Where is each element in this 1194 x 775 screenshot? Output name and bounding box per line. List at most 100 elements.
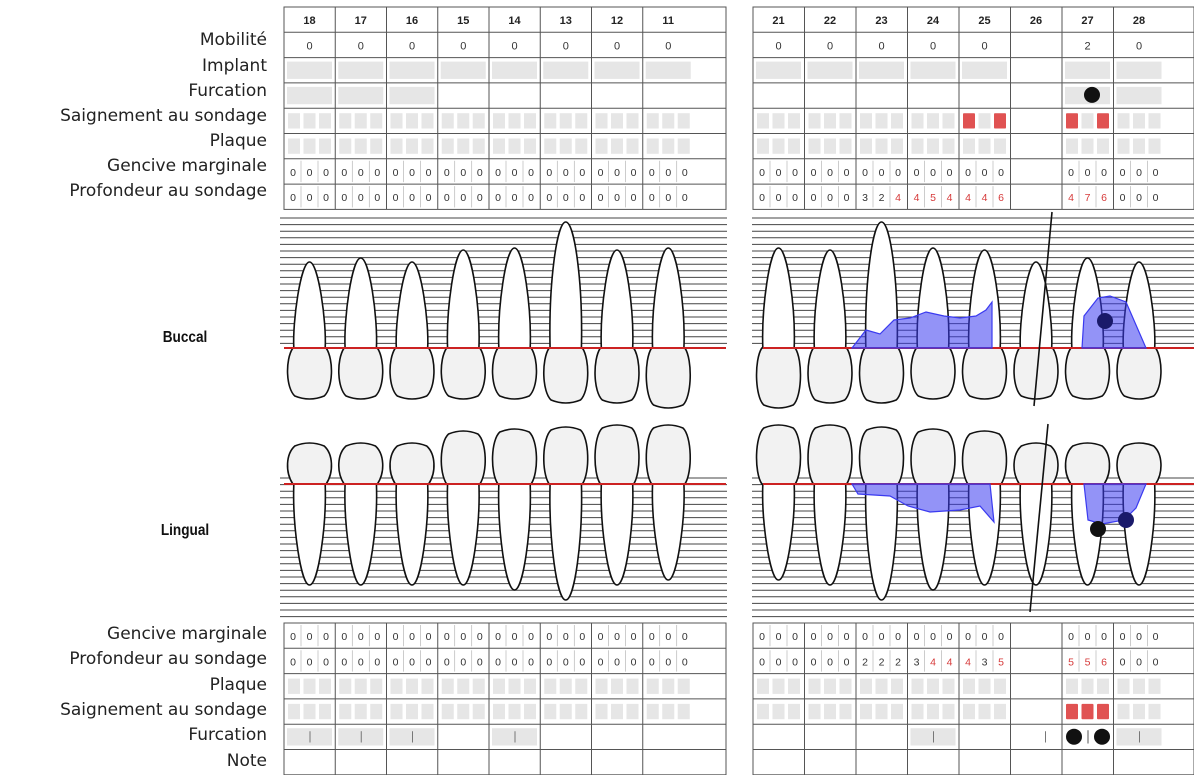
mobility-value: 0 (930, 40, 936, 52)
mobility-value: 0 (358, 40, 364, 52)
lower-tooth-18 (286, 442, 333, 586)
site-cell (646, 138, 659, 154)
site-cell (524, 113, 536, 129)
mobility-value: 0 (665, 40, 671, 52)
gingival-upper-value: 0 (1101, 167, 1107, 179)
tooth-root (344, 257, 378, 349)
tooth-number-23: 23 (875, 15, 887, 27)
probing-lower-value: 0 (477, 656, 483, 668)
tooth-root (600, 249, 634, 349)
probing-lower-value: 2 (895, 656, 901, 668)
site-cell (978, 138, 991, 154)
tooth-crown (594, 424, 640, 485)
site-cell (1133, 138, 1145, 154)
gingival-lower-value: 0 (1085, 631, 1091, 643)
tooth-root (395, 261, 429, 349)
tooth-crown (858, 347, 905, 404)
tooth-root (600, 483, 634, 586)
gray-cell (287, 61, 332, 79)
site-cell (978, 678, 991, 694)
missing-strike-upper (1033, 211, 1053, 407)
gray-cell (287, 86, 332, 105)
probing-lower-value: 0 (579, 656, 585, 668)
gingival-lower-value: 0 (290, 631, 296, 643)
site-cell (994, 703, 1006, 720)
lower-tooth-14 (491, 428, 538, 591)
site-cell (927, 113, 939, 129)
tooth-crown (910, 428, 956, 485)
gingival-upper-value: 0 (1153, 167, 1159, 179)
probing-lower-value: 2 (879, 656, 885, 668)
probing-lower-value: 0 (682, 656, 688, 668)
site-cell (911, 138, 924, 154)
probing-lower-value: 0 (512, 656, 518, 668)
site-cell (575, 138, 588, 154)
tooth-number-24: 24 (927, 15, 940, 27)
gingival-lower-value: 0 (665, 631, 671, 643)
bleeding-mark (1097, 703, 1109, 720)
gingival-lower-value: 0 (1153, 631, 1159, 643)
site-cell (611, 113, 623, 129)
gingival-upper-value: 0 (358, 167, 364, 179)
site-cell (808, 678, 821, 694)
gingival-lower-value: 0 (827, 631, 833, 643)
site-cell (994, 138, 1006, 154)
site-cell (508, 678, 521, 694)
gingival-upper-value: 0 (682, 167, 688, 179)
site-cell (677, 113, 690, 129)
gingival-lower-value: 0 (307, 631, 313, 643)
site-cell (370, 138, 383, 154)
midline-gap (727, 210, 752, 620)
site-cell (493, 703, 505, 720)
tooth-number-21: 21 (772, 15, 784, 27)
site-cell (927, 138, 939, 154)
probing-upper-value: 0 (307, 192, 313, 204)
gingival-lower-value: 0 (930, 631, 936, 643)
lower-tooth-12 (594, 424, 640, 586)
site-cell (662, 703, 675, 720)
gingival-lower-value: 0 (965, 631, 971, 643)
probing-lower-value: 0 (460, 656, 466, 668)
tooth-number-26: 26 (1030, 15, 1042, 27)
site-cell (1148, 678, 1161, 694)
gray-cell (645, 61, 691, 79)
gray-cell (1116, 86, 1162, 105)
site-cell (911, 703, 924, 720)
lingual-label: Lingual (160, 522, 210, 539)
buccal-label: Buccal (162, 329, 208, 346)
lower-tooth-22 (807, 424, 853, 586)
site-cell (677, 678, 690, 694)
site-cell (1117, 678, 1130, 694)
gingival-lower-value: 0 (358, 631, 364, 643)
label-mobility: Mobilité (199, 30, 267, 50)
site-cell (354, 113, 367, 129)
site-cell (339, 138, 352, 154)
probing-upper-value: 0 (323, 192, 329, 204)
gingival-upper-value: 0 (827, 167, 833, 179)
site-cell (808, 113, 821, 129)
site-cell (772, 138, 785, 154)
site-cell (319, 678, 331, 694)
gray-cell (1116, 61, 1162, 79)
gingival-upper-value: 0 (862, 167, 868, 179)
site-cell (524, 138, 536, 154)
gingival-upper-value: 0 (512, 167, 518, 179)
site-cell (662, 138, 675, 154)
gingival-upper-value: 0 (759, 167, 765, 179)
probing-lower-value: 0 (811, 656, 817, 668)
site-cell (1097, 138, 1109, 154)
tooth-crown (338, 442, 384, 485)
gingival-lower-value: 0 (546, 631, 552, 643)
site-cell (319, 703, 331, 720)
probing-upper-value: 0 (290, 192, 296, 204)
site-cell (611, 703, 623, 720)
lower-tooth-13 (543, 426, 589, 601)
probing-upper-value: 0 (827, 192, 833, 204)
gingival-upper-value: 0 (374, 167, 380, 179)
gingival-upper-value: 0 (307, 167, 313, 179)
probing-upper-value: 0 (393, 192, 399, 204)
gingival-lower-value: 0 (998, 631, 1004, 643)
probing-upper-value: 0 (579, 192, 585, 204)
tooth-crown (594, 347, 640, 404)
